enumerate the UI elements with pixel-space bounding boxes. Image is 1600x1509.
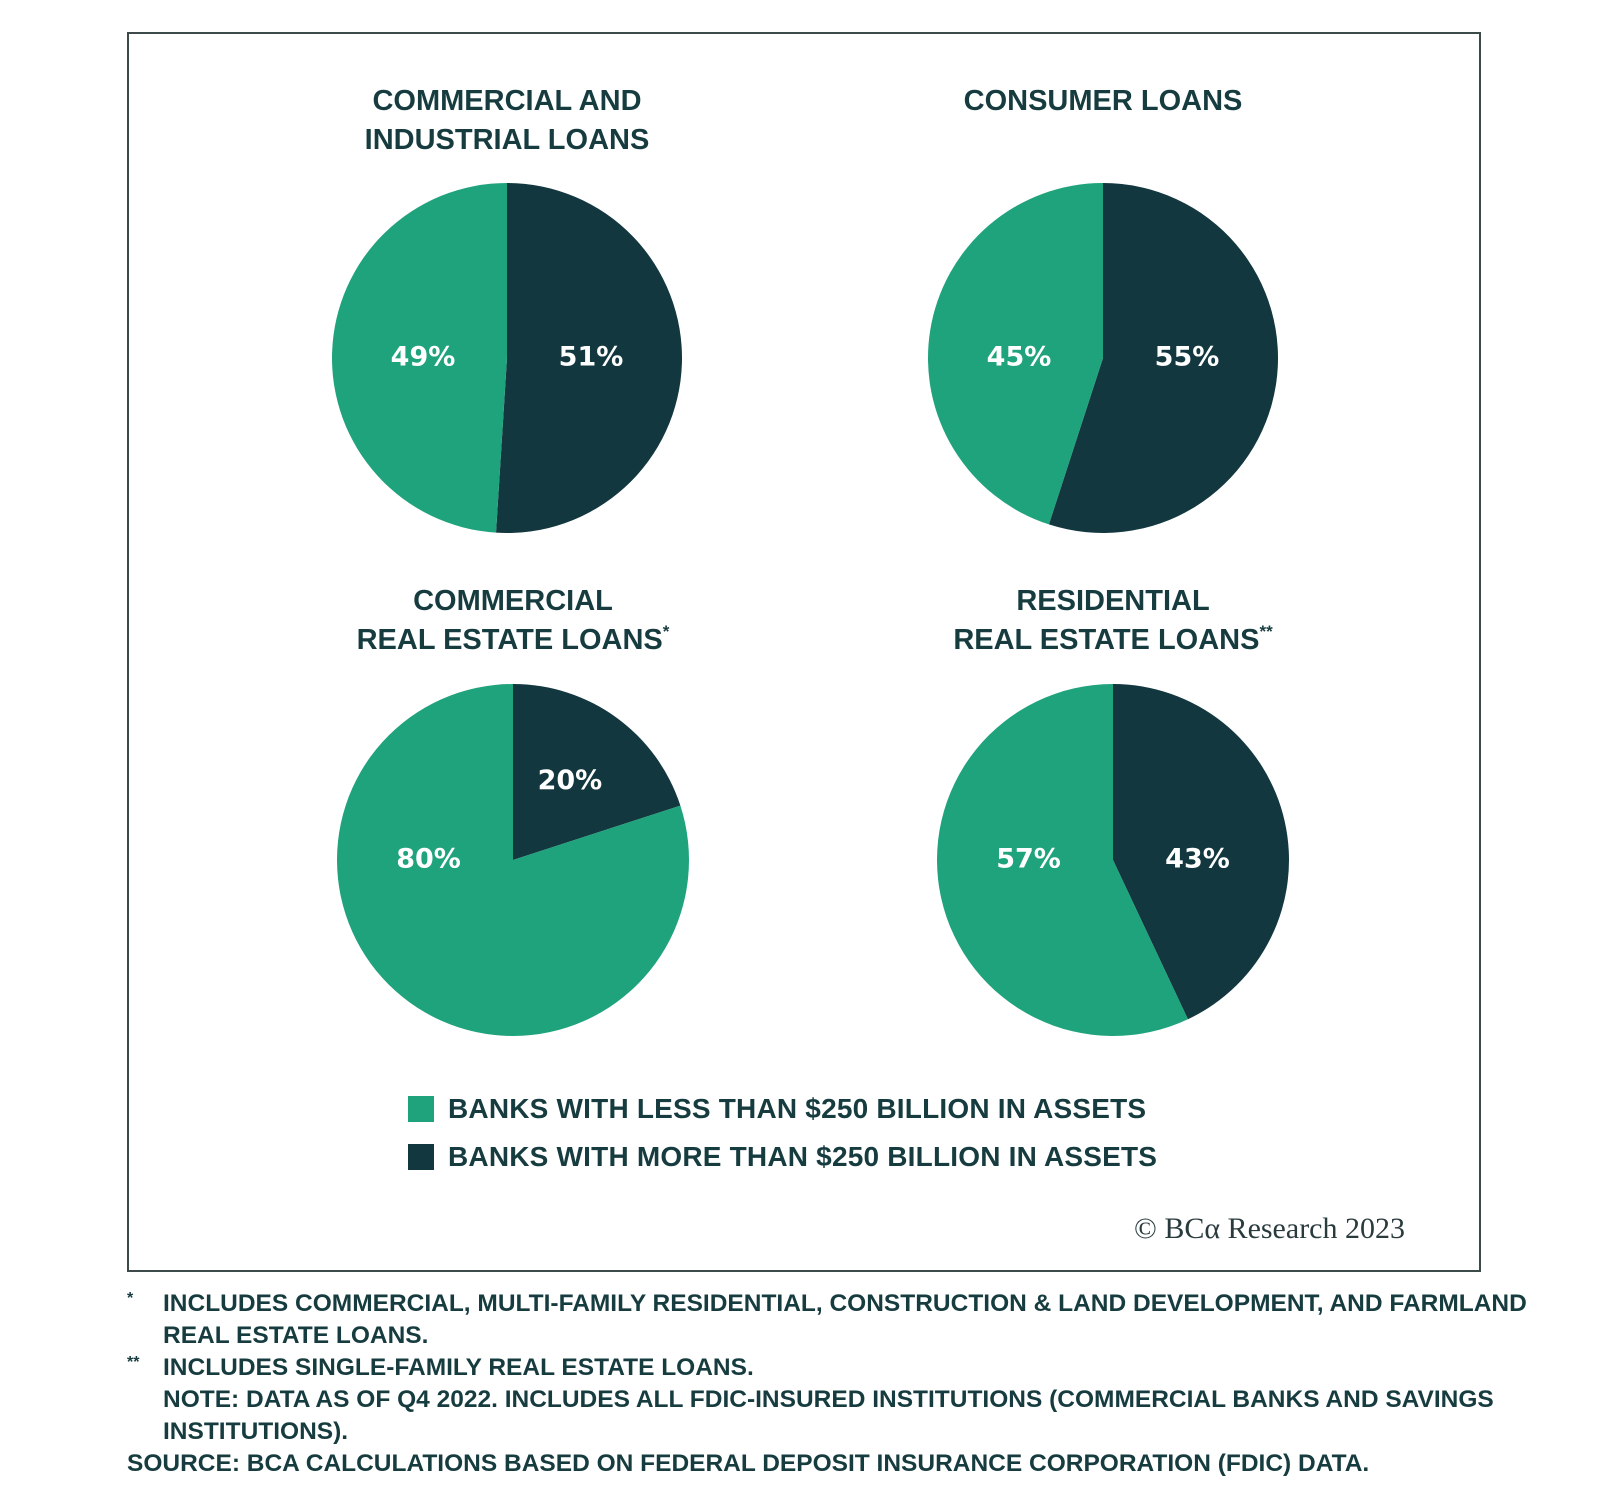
data-note: NOTE: DATA AS OF Q4 2022. INCLUDES ALL F… [163, 1386, 1494, 1445]
pie-slice-consumer-small [928, 183, 1103, 525]
legend-item-small-banks: BANKS WITH LESS THAN $250 BILLION IN ASS… [408, 1085, 1157, 1133]
pie-label-commercial-real-estate-large: 20% [538, 765, 603, 796]
footnote-2-mark: ** [127, 1354, 140, 1371]
pie-title-commercial-industrial-line-2: INDUSTRIAL LOANS [365, 124, 650, 156]
legend: BANKS WITH LESS THAN $250 BILLION IN ASS… [408, 1085, 1157, 1181]
pie-commercial-industrial: COMMERCIAL AND INDUSTRIAL LOANS 51% 49% [332, 85, 683, 533]
pie-consumer: CONSUMER LOANS 55% 45% [928, 85, 1278, 533]
pie-slice-commercial-industrial-small [332, 183, 507, 533]
legend-label-small-banks: BANKS WITH LESS THAN $250 BILLION IN ASS… [448, 1093, 1147, 1124]
source-note: SOURCE: BCA CALCULATIONS BASED ON FEDERA… [127, 1450, 1370, 1477]
footnotes: * INCLUDES COMMERCIAL, MULTI-FAMILY RESI… [127, 1288, 1547, 1480]
legend-label-large-banks: BANKS WITH MORE THAN $250 BILLION IN ASS… [448, 1141, 1158, 1172]
footnote-1: * INCLUDES COMMERCIAL, MULTI-FAMILY RESI… [127, 1288, 1547, 1352]
pie-label-residential-real-estate-small: 57% [996, 844, 1061, 875]
footnote-2: ** INCLUDES SINGLE-FAMILY REAL ESTATE LO… [127, 1352, 1547, 1384]
pie-slice-commercial-real-estate-small [337, 684, 689, 1037]
pie-charts: COMMERCIAL AND INDUSTRIAL LOANS 51% 49% CONS… [332, 85, 1290, 1037]
pie-title-footnote-mark: ** [1259, 622, 1273, 641]
pie-label-commercial-real-estate-small: 80% [396, 844, 461, 875]
pie-title-consumer-line-1: CONSUMER LOANS [964, 85, 1243, 117]
legend-swatch-small-banks [408, 1096, 434, 1122]
pie-commercial-real-estate: COMMERCIAL REAL ESTATE LOANS* 20% 80% [337, 585, 689, 1037]
chart-frame [127, 32, 1481, 1272]
pie-label-commercial-industrial-small: 49% [391, 342, 456, 373]
pie-slice-consumer-large [1048, 183, 1278, 533]
pie-title-footnote-mark: * [663, 622, 670, 641]
pie-label-consumer-small: 45% [987, 342, 1052, 373]
legend-swatch-large-banks [408, 1144, 434, 1170]
copyright-credit: © BCα Research 2023 [1134, 1212, 1405, 1245]
pie-slice-residential-real-estate-large [1113, 684, 1290, 1020]
pie-residential-real-estate: RESIDENTIAL REAL ESTATE LOANS** 43% 57% [937, 585, 1290, 1036]
footnote-1-mark: * [127, 1290, 134, 1307]
footnote-2-text: INCLUDES SINGLE-FAMILY REAL ESTATE LOANS… [163, 1354, 754, 1381]
legend-item-large-banks: BANKS WITH MORE THAN $250 BILLION IN ASS… [408, 1133, 1157, 1181]
footnote-1-text: INCLUDES COMMERCIAL, MULTI-FAMILY RESIDE… [163, 1290, 1527, 1349]
pie-slice-commercial-industrial-large [496, 183, 683, 533]
pie-title-residential-real-estate-line-2: REAL ESTATE LOANS** [953, 622, 1273, 656]
pie-title-commercial-real-estate-line-2: REAL ESTATE LOANS* [357, 622, 670, 656]
pie-title-residential-real-estate-line-1: RESIDENTIAL [1016, 585, 1209, 617]
pie-title-commercial-industrial-line-1: COMMERCIAL AND [372, 85, 641, 117]
pie-slice-residential-real-estate-small [937, 684, 1188, 1036]
pie-title-commercial-real-estate-line-1: COMMERCIAL [413, 585, 613, 617]
pie-label-commercial-industrial-large: 51% [559, 342, 624, 373]
pie-label-residential-real-estate-large: 43% [1165, 844, 1230, 875]
pie-label-consumer-large: 55% [1155, 342, 1220, 373]
pie-slice-commercial-real-estate-large [513, 684, 681, 860]
